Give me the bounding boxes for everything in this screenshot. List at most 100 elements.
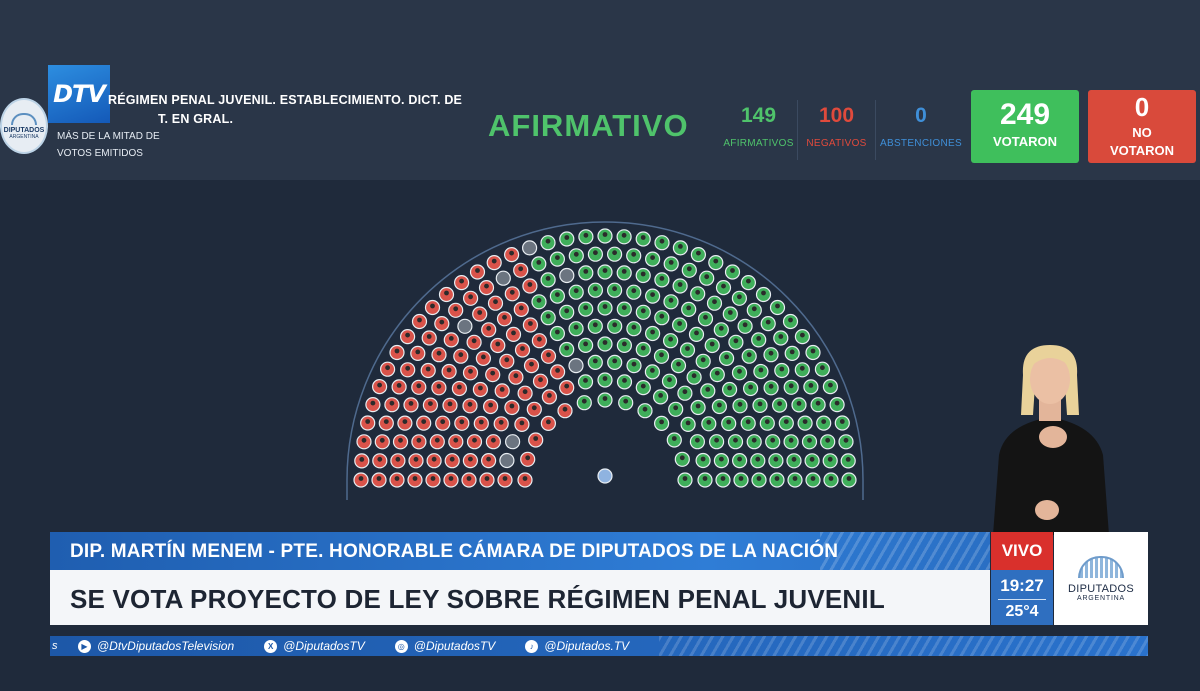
seat (654, 235, 670, 251)
social-youtube: ▶ @DtvDiputadosTelevision (78, 639, 234, 653)
seat (769, 472, 785, 488)
seat (626, 248, 642, 264)
seat (690, 286, 706, 302)
seat (709, 367, 725, 383)
seat (531, 294, 547, 310)
seat (801, 434, 818, 450)
seat (688, 326, 705, 342)
seat (841, 472, 857, 488)
voted-total: 249 VOTARON (971, 90, 1079, 163)
seat (559, 341, 575, 358)
seat (733, 472, 749, 488)
seat (607, 354, 623, 370)
seat (549, 251, 565, 267)
seat (814, 361, 830, 377)
vote-results-bar: DIPUTADOS ARGENTINA DTV RÉGIMEN PENAL JU… (0, 0, 1200, 180)
hemicycle-outline (346, 221, 864, 500)
seat (411, 379, 427, 395)
seat (740, 415, 756, 431)
seat (794, 362, 810, 378)
seat (699, 270, 715, 286)
seat (365, 397, 381, 413)
seat (431, 347, 447, 363)
seat (708, 254, 724, 271)
president-seat (597, 468, 613, 484)
speaker-name: DIP. MARTÍN MENEM - PTE. HONORABLE CÁMAR… (70, 541, 839, 562)
seat (666, 432, 682, 448)
abstention-count: 0 ABSTENCIONES (876, 100, 966, 160)
seat (451, 380, 467, 397)
seat (517, 472, 533, 488)
seat (408, 453, 424, 469)
seat (466, 334, 482, 350)
seat (576, 395, 592, 411)
seat (577, 374, 594, 390)
seat (782, 313, 799, 330)
seat (760, 316, 776, 332)
brand-name: DIPUTADOS (1067, 582, 1135, 595)
abstention-number: 0 (915, 104, 927, 127)
seal-subtext: ARGENTINA (9, 133, 39, 140)
voted-number: 249 (999, 98, 1051, 131)
seat (768, 453, 784, 469)
not-voted-number: 0 (1134, 92, 1150, 122)
seat (838, 434, 854, 450)
seat (442, 397, 458, 413)
seat (709, 434, 725, 450)
seat (672, 317, 688, 333)
seat (454, 415, 470, 431)
seat (559, 304, 575, 320)
seat (697, 472, 713, 488)
seat (411, 434, 427, 450)
social-instagram: ◎ @DiputadosTV (394, 639, 495, 653)
not-voted-label-1: NO (1132, 125, 1152, 140)
seat (784, 345, 800, 361)
seal-text: DIPUTADOS (3, 126, 45, 134)
seat (791, 397, 807, 413)
seat (513, 301, 529, 318)
seat (587, 354, 603, 370)
motion-title-line1: RÉGIMEN PENAL JUVENIL. ESTABLECIMIENTO. … (108, 93, 463, 107)
seat (753, 363, 769, 380)
seat (523, 358, 540, 374)
seat (724, 264, 741, 280)
seat (384, 397, 400, 413)
seat (794, 329, 810, 345)
seat (499, 353, 515, 369)
seat (635, 267, 651, 284)
seat (568, 248, 584, 264)
seat (773, 330, 789, 346)
seat (746, 302, 762, 318)
seat (822, 453, 838, 469)
majority-type: MÁS DE LA MITAD DE VOTOS EMITIDOS (57, 128, 160, 162)
decorative-stripes (659, 636, 1148, 656)
seat (704, 337, 720, 354)
seat (531, 333, 547, 349)
seat (462, 398, 478, 414)
seat (540, 348, 557, 364)
seat (722, 306, 738, 322)
seat (508, 369, 524, 385)
seat (473, 415, 489, 432)
seat (607, 282, 623, 298)
seat (481, 453, 497, 469)
seat (578, 229, 594, 245)
seat (681, 262, 697, 278)
seat (661, 373, 678, 389)
seat (686, 369, 702, 385)
seat (653, 348, 670, 364)
seat (540, 235, 556, 251)
seat (700, 383, 716, 399)
seat (653, 389, 669, 405)
seat (487, 295, 504, 311)
seat (499, 452, 515, 469)
seat (532, 373, 549, 389)
seat (769, 299, 786, 316)
seat (453, 348, 469, 364)
seat (680, 416, 696, 432)
seat (443, 472, 459, 488)
seat (711, 398, 727, 415)
negative-label: NEGATIVOS (806, 138, 867, 149)
seat (438, 286, 455, 303)
seat (479, 472, 495, 488)
